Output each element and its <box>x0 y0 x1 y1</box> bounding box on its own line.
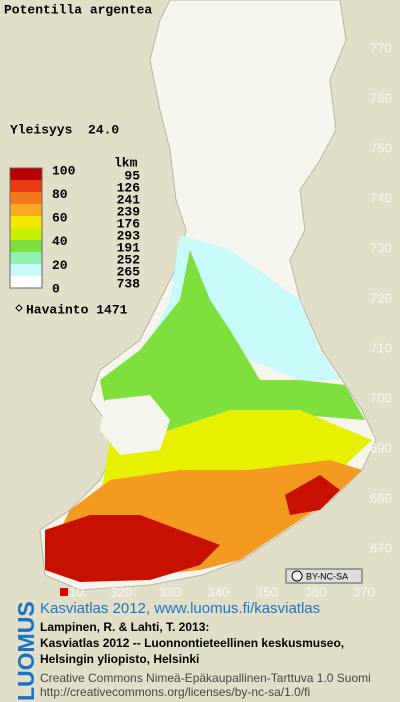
license-url: http://creativecommons.org/licenses/by-n… <box>40 685 310 699</box>
region-red-east <box>285 475 340 515</box>
license-badge-icon <box>291 570 303 582</box>
legend-swatch <box>10 276 42 288</box>
legend-scale-label: 20 <box>52 258 68 273</box>
citation-line: Helsingin yliopisto, Helsinki <box>40 652 199 666</box>
region-green <box>100 250 365 445</box>
legend-swatch <box>10 180 42 192</box>
grid-label-x: 370 <box>353 584 375 599</box>
count-header: lkm <box>114 155 138 170</box>
grid-label-y: 760 <box>370 90 392 105</box>
license-badge-box <box>285 568 363 584</box>
legend-count: 126 <box>117 180 141 195</box>
grid-label-y: 680 <box>370 490 392 505</box>
grid-label-y: 720 <box>370 290 392 305</box>
map-area <box>39 0 377 591</box>
grid-label-y: 730 <box>370 240 392 255</box>
legend-frame <box>9 167 43 289</box>
citation-line: Lampinen, R. & Lahti, T. 2013: <box>40 620 209 634</box>
grid-label-y: 770 <box>370 40 392 55</box>
legend-count: 239 <box>117 204 141 219</box>
legend-swatch <box>10 192 42 204</box>
license: Creative Commons Nimeä-Epäkaupallinen-Ta… <box>40 671 371 685</box>
legend-swatch <box>10 240 42 252</box>
region-white-west <box>100 395 170 455</box>
title: Potentilla argentea <box>4 2 152 17</box>
legend-count: 176 <box>117 216 141 231</box>
grid-label-y: 710 <box>370 340 392 355</box>
legend-count: 265 <box>117 264 141 279</box>
grid-labels-y: 770 760 750 740 730 720 710 700 690 680 670 <box>370 40 392 555</box>
origin-marker <box>60 588 68 596</box>
frequency: Yleisyys 24.0 <box>10 122 119 137</box>
legend-count: 241 <box>117 192 141 207</box>
grid-label-x: 320 <box>111 584 133 599</box>
license-badge: BY-NC-SA <box>306 571 348 581</box>
grid-label-x: 330 <box>159 584 181 599</box>
legend-scale-label: 100 <box>52 163 76 178</box>
legend-swatch <box>10 264 42 276</box>
grid-label-y: 740 <box>370 190 392 205</box>
legend-swatch <box>10 252 42 264</box>
grid-label-y: 750 <box>370 140 392 155</box>
grid-label-y: 670 <box>370 540 392 555</box>
legend-scale-label: 0 <box>52 281 60 296</box>
legend-scale-label: 60 <box>52 211 68 226</box>
citation-line: Kasviatlas 2012 -- Luonnontieteellinen k… <box>40 636 344 650</box>
legend-scale-label: 40 <box>52 234 68 249</box>
grid-label-x: 350 <box>256 584 278 599</box>
legend-swatch <box>10 204 42 216</box>
legend-count: 738 <box>117 276 141 291</box>
grid-label-x: 340 <box>208 584 230 599</box>
legend-count: 252 <box>117 252 141 267</box>
grid-label-y: 700 <box>370 390 392 405</box>
legend-count: 293 <box>117 228 141 243</box>
legend-count: 95 <box>124 168 140 183</box>
observation-symbol <box>15 304 23 312</box>
logo: LUOMUS <box>13 601 39 701</box>
observations: Havainto 1471 <box>26 302 128 317</box>
grid-label-y: 690 <box>370 440 392 455</box>
legend-swatch <box>10 216 42 228</box>
legend-count: 191 <box>117 240 141 255</box>
region-red <box>45 515 220 582</box>
legend-swatch <box>10 228 42 240</box>
grid-label-x: 360 <box>305 584 327 599</box>
source: Kasviatlas 2012, www.luomus.fi/kasviatla… <box>40 600 320 617</box>
grid-labels-x: 310 320 330 340 350 360 370 <box>62 584 375 599</box>
legend-scale-label: 80 <box>52 187 68 202</box>
legend-swatch <box>10 168 42 180</box>
